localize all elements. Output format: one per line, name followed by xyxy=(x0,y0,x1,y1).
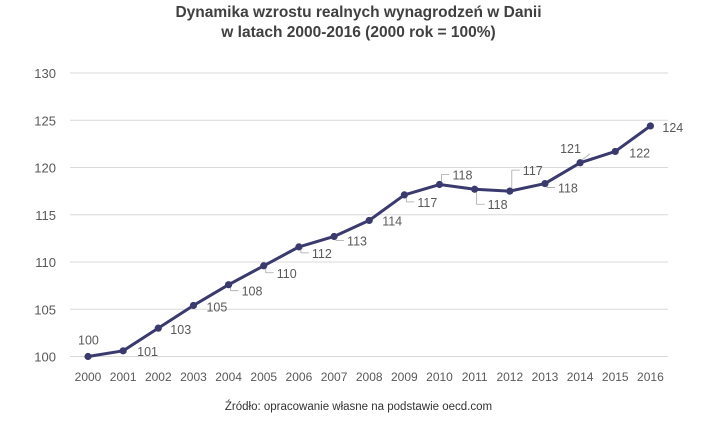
x-tick-label: 2007 xyxy=(321,370,348,384)
data-label: 113 xyxy=(347,234,367,248)
y-tick-label: 110 xyxy=(35,255,56,270)
data-label: 114 xyxy=(382,214,402,228)
x-tick-label: 2015 xyxy=(602,370,629,384)
data-point-marker xyxy=(154,324,162,332)
data-label: 117 xyxy=(417,196,437,210)
data-label: 105 xyxy=(206,300,227,314)
series-line xyxy=(87,124,652,358)
x-tick-label: 2000 xyxy=(75,370,102,384)
x-tick-label: 2003 xyxy=(180,370,207,384)
chart-title: Dynamika wzrostu realnych wynagrodzeń w … xyxy=(0,3,717,43)
y-tick-label: 100 xyxy=(34,350,56,365)
data-point-marker xyxy=(471,185,479,193)
data-label: 117 xyxy=(523,164,543,178)
data-point-marker xyxy=(400,191,408,199)
y-tick-label: 130 xyxy=(34,66,56,81)
data-label: 118 xyxy=(558,182,578,196)
data-point-marker xyxy=(330,232,338,241)
leader-line xyxy=(546,186,555,188)
label-leader-lines xyxy=(230,153,591,292)
y-tick-label: 115 xyxy=(35,208,56,223)
x-tick-label: 2012 xyxy=(496,370,523,384)
y-tick-label: 120 xyxy=(34,161,56,176)
data-point-marker xyxy=(119,347,127,355)
data-label: 100 xyxy=(78,334,99,348)
x-tick-label: 2001 xyxy=(110,370,137,384)
data-label: 118 xyxy=(488,198,508,212)
data-label: 121 xyxy=(560,142,581,156)
leader-line xyxy=(230,287,239,292)
data-label: 122 xyxy=(629,146,650,160)
data-label: 124 xyxy=(662,121,683,135)
data-point-marker xyxy=(435,180,444,189)
x-tick-label: 2014 xyxy=(567,370,594,384)
leader-line xyxy=(300,249,309,254)
y-axis-labels: 100 105 110 115 120 125 130 xyxy=(34,66,56,365)
leader-line xyxy=(265,268,274,274)
source-note: Źródło: opracowanie własne na podstawie … xyxy=(224,401,493,413)
data-series xyxy=(84,122,655,361)
data-point-marker xyxy=(506,187,514,195)
data-point-marker xyxy=(365,216,373,225)
x-tick-label: 2009 xyxy=(391,370,418,384)
x-tick-label: 2010 xyxy=(426,370,453,384)
x-tick-label: 2006 xyxy=(286,370,313,384)
data-labels: 100 101 103 105 108 110 112 113 114 117 118 118 117 1… xyxy=(78,121,683,359)
data-point-marker xyxy=(576,159,584,167)
data-label: 101 xyxy=(137,345,158,359)
x-tick-label: 2004 xyxy=(215,370,242,384)
data-label: 110 xyxy=(277,267,297,281)
y-tick-label: 105 xyxy=(34,302,56,317)
x-tick-label: 2008 xyxy=(356,370,383,384)
data-point-marker xyxy=(295,243,303,251)
x-tick-label: 2016 xyxy=(637,370,664,384)
data-point-marker xyxy=(646,122,655,130)
data-point-marker xyxy=(84,352,92,361)
leader-line xyxy=(581,153,591,161)
data-label: 103 xyxy=(170,323,191,337)
leader-line xyxy=(405,197,415,203)
data-label: 108 xyxy=(242,285,263,299)
data-point-marker xyxy=(541,179,549,188)
leader-line xyxy=(441,174,450,182)
data-point-marker xyxy=(189,301,198,310)
data-label: 112 xyxy=(312,247,332,261)
chart-title-line1: Dynamika wzrostu realnych wynagrodzeń w … xyxy=(175,4,542,21)
chart-title-line2: w latach 2000-2016 (2000 rok = 100%) xyxy=(221,24,496,41)
data-label: 118 xyxy=(453,169,473,183)
x-tick-label: 2011 xyxy=(462,370,488,384)
leader-line xyxy=(511,169,520,189)
leader-line xyxy=(476,192,485,205)
x-tick-label: 2002 xyxy=(145,370,172,384)
x-axis-labels: 2000 2001 2002 2003 2004 2005 2006 2007 2008 2009… xyxy=(75,370,664,384)
data-point-marker xyxy=(225,281,233,289)
x-tick-label: 2005 xyxy=(250,370,277,384)
y-tick-label: 125 xyxy=(34,113,56,128)
leader-line xyxy=(335,239,345,241)
x-tick-label: 2013 xyxy=(532,370,559,384)
data-point-marker xyxy=(611,147,619,156)
data-point-marker xyxy=(260,262,268,270)
gridlines xyxy=(70,72,668,357)
